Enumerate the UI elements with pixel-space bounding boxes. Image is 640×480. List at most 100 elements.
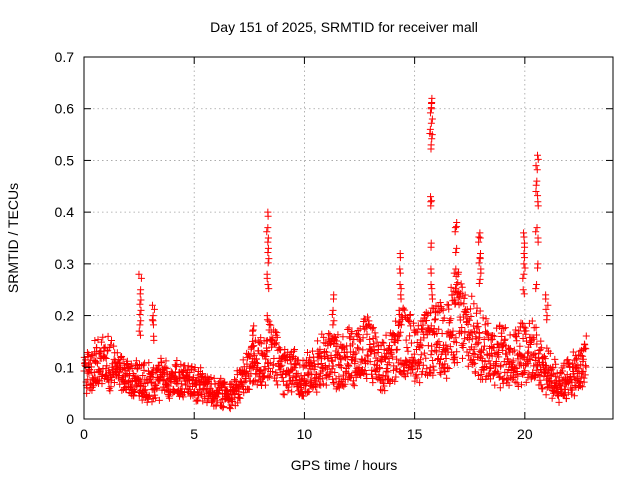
data-point <box>484 329 492 337</box>
data-point <box>489 332 497 340</box>
data-point <box>369 379 377 387</box>
data-point <box>532 181 540 189</box>
data-point <box>136 321 144 329</box>
data-point <box>266 373 274 381</box>
data-point <box>432 315 440 323</box>
y-tick-label: 0.2 <box>55 308 75 324</box>
data-point <box>198 370 206 378</box>
data-point <box>513 367 521 375</box>
data-point <box>456 316 464 324</box>
data-point <box>418 342 426 350</box>
data-point <box>314 337 322 345</box>
data-point <box>327 351 335 359</box>
data-point <box>280 391 288 399</box>
data-point <box>428 131 436 139</box>
data-point <box>393 355 401 363</box>
data-point <box>501 336 509 344</box>
data-point <box>277 363 285 371</box>
data-point <box>380 346 388 354</box>
data-point <box>406 311 414 319</box>
data-point <box>264 281 272 289</box>
data-point <box>352 349 360 357</box>
data-point <box>137 296 145 304</box>
data-point <box>353 332 361 340</box>
data-point <box>410 319 418 327</box>
data-point <box>414 322 422 330</box>
data-point <box>267 321 275 329</box>
data-point <box>533 340 541 348</box>
data-point <box>103 347 111 355</box>
data-point <box>279 390 287 398</box>
data-point <box>468 292 476 300</box>
data-point <box>160 376 168 384</box>
data-point <box>104 332 112 340</box>
data-point <box>565 359 573 367</box>
data-point <box>429 362 437 370</box>
data-point <box>542 305 550 313</box>
data-point <box>437 370 445 378</box>
data-point <box>300 392 308 400</box>
data-point <box>447 332 455 340</box>
data-point <box>262 353 270 361</box>
data-point <box>130 387 138 395</box>
data-point <box>473 304 481 312</box>
data-point <box>391 377 399 385</box>
data-point <box>519 274 527 282</box>
data-point <box>137 378 145 386</box>
data-point <box>520 290 528 298</box>
data-point <box>508 358 516 366</box>
data-point <box>407 369 415 377</box>
data-point <box>512 326 520 334</box>
data-point <box>234 384 242 392</box>
data-point <box>220 379 228 387</box>
data-point <box>518 352 526 360</box>
data-point <box>426 109 434 117</box>
data-point <box>305 371 313 379</box>
data-point <box>137 306 145 314</box>
data-point <box>555 398 563 406</box>
data-point <box>178 380 186 388</box>
data-point <box>558 367 566 375</box>
data-point <box>428 197 436 205</box>
data-point <box>452 339 460 347</box>
data-point <box>512 364 520 372</box>
data-point <box>179 393 187 401</box>
data-point <box>461 335 469 343</box>
data-point <box>520 254 528 262</box>
data-point <box>334 331 342 339</box>
data-point <box>582 345 590 353</box>
data-point <box>495 344 503 352</box>
data-point <box>465 316 473 324</box>
data-point <box>433 339 441 347</box>
data-point <box>445 365 453 373</box>
data-point <box>385 359 393 367</box>
data-point <box>263 316 271 324</box>
data-point <box>93 344 101 352</box>
data-point <box>511 363 519 371</box>
data-point <box>497 361 505 369</box>
data-point <box>492 358 500 366</box>
data-point <box>546 349 554 357</box>
data-point <box>90 369 98 377</box>
data-point <box>324 353 332 361</box>
data-point <box>370 350 378 358</box>
data-point <box>380 382 388 390</box>
data-point <box>264 212 272 220</box>
data-point <box>161 363 169 371</box>
data-point <box>226 405 234 413</box>
data-point <box>574 365 582 373</box>
data-point <box>140 366 148 374</box>
data-point <box>217 399 225 407</box>
data-point <box>85 350 93 358</box>
data-point <box>384 368 392 376</box>
data-point <box>428 347 436 355</box>
data-point <box>93 359 101 367</box>
data-point <box>239 356 247 364</box>
data-point <box>474 323 482 331</box>
data-point <box>448 291 456 299</box>
data-point <box>464 362 472 370</box>
data-point <box>181 388 189 396</box>
data-point <box>345 324 353 332</box>
data-point <box>336 362 344 370</box>
data-point <box>382 355 390 363</box>
